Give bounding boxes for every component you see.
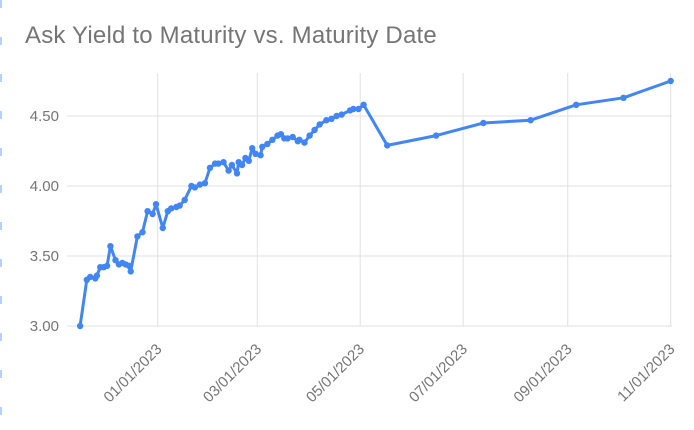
data-point[interactable] (249, 145, 256, 152)
data-point[interactable] (196, 181, 204, 188)
data-point[interactable] (289, 133, 296, 141)
data-point[interactable] (259, 143, 266, 150)
selection-edge-artifact (0, 0, 2, 430)
data-point[interactable] (573, 101, 580, 109)
data-point[interactable] (306, 132, 313, 139)
data-point[interactable] (328, 115, 335, 123)
data-point[interactable] (527, 117, 534, 124)
data-point[interactable] (225, 167, 232, 174)
chart-title: Ask Yield to Maturity vs. Maturity Date (25, 22, 437, 49)
data-point[interactable] (228, 161, 236, 169)
data-point[interactable] (206, 164, 214, 171)
data-point[interactable] (264, 140, 271, 148)
data-point[interactable] (269, 136, 276, 143)
data-point[interactable] (284, 135, 291, 142)
x-tick-label: 09/01/2023 (510, 341, 575, 406)
data-point[interactable] (144, 208, 151, 215)
data-point[interactable] (103, 262, 111, 269)
data-point[interactable] (238, 161, 246, 169)
x-tick-label: 03/01/2023 (200, 341, 265, 406)
data-point[interactable] (338, 111, 345, 118)
y-tick-label: 4.00 (30, 178, 59, 195)
data-point[interactable] (350, 105, 357, 113)
data-point[interactable] (480, 119, 487, 127)
data-point[interactable] (93, 272, 101, 279)
data-point[interactable] (87, 273, 94, 281)
data-point[interactable] (384, 142, 391, 149)
data-point[interactable] (127, 268, 134, 275)
data-point[interactable] (667, 77, 674, 85)
data-point[interactable] (333, 112, 340, 120)
y-tick-label: 3.00 (30, 318, 59, 335)
series-line[interactable] (78, 79, 673, 328)
data-point[interactable] (360, 101, 367, 109)
x-tick-label: 07/01/2023 (406, 341, 471, 406)
x-tick-label: 01/01/2023 (100, 341, 165, 406)
data-point[interactable] (149, 210, 156, 218)
data-point[interactable] (296, 136, 303, 143)
data-point[interactable] (76, 322, 84, 330)
data-point[interactable] (432, 132, 440, 139)
data-point[interactable] (107, 243, 114, 250)
data-point[interactable] (134, 233, 141, 240)
data-point[interactable] (620, 94, 627, 102)
data-point[interactable] (139, 229, 146, 236)
data-point[interactable] (125, 262, 133, 269)
data-point[interactable] (355, 105, 362, 113)
x-tick-label: 11/01/2023 (614, 341, 678, 405)
data-point[interactable] (311, 126, 318, 134)
data-point[interactable] (191, 184, 198, 191)
data-point[interactable] (181, 196, 188, 204)
data-point[interactable] (245, 157, 252, 164)
data-point[interactable] (215, 160, 222, 167)
data-point[interactable] (176, 202, 183, 209)
data-point[interactable] (220, 159, 227, 166)
x-tick-label: 05/01/2023 (303, 341, 368, 406)
data-point[interactable] (152, 201, 160, 208)
data-point[interactable] (201, 180, 209, 187)
data-point[interactable] (257, 152, 264, 159)
data-point[interactable] (316, 121, 323, 128)
data-point[interactable] (323, 117, 330, 124)
y-tick-label: 4.50 (30, 108, 59, 125)
data-point[interactable] (252, 150, 259, 157)
y-tick-label: 3.50 (30, 248, 59, 265)
data-point[interactable] (301, 139, 308, 146)
data-point[interactable] (233, 170, 241, 177)
data-point[interactable] (159, 224, 166, 232)
data-point[interactable] (168, 205, 175, 212)
